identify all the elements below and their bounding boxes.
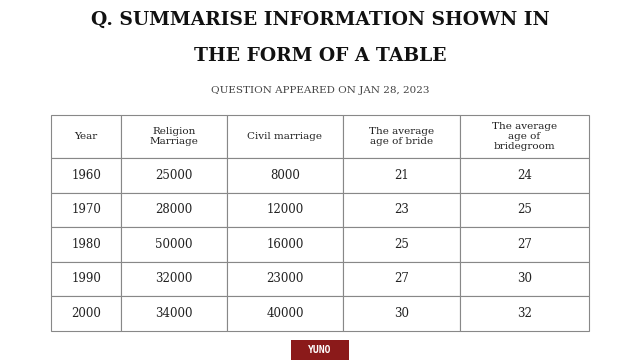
- Text: 1990: 1990: [71, 272, 101, 285]
- Text: 23: 23: [394, 203, 409, 216]
- Bar: [227, 158, 344, 193]
- Bar: [122, 296, 227, 330]
- Text: The average
age of
bridegroom: The average age of bridegroom: [492, 122, 557, 152]
- Bar: [460, 262, 589, 296]
- Text: Year: Year: [75, 132, 98, 141]
- Text: 24: 24: [517, 169, 532, 182]
- Bar: [344, 193, 460, 227]
- Text: The average
age of bride: The average age of bride: [369, 127, 435, 146]
- Bar: [51, 193, 122, 227]
- Text: 21: 21: [394, 169, 409, 182]
- Text: 25000: 25000: [156, 169, 193, 182]
- Bar: [344, 158, 460, 193]
- Text: 34000: 34000: [155, 307, 193, 320]
- Bar: [122, 158, 227, 193]
- Text: Religion
Marriage: Religion Marriage: [150, 127, 198, 146]
- Bar: [291, 341, 349, 360]
- Bar: [460, 115, 589, 158]
- Text: 2000: 2000: [71, 307, 101, 320]
- Text: 27: 27: [394, 272, 409, 285]
- Bar: [122, 193, 227, 227]
- Text: 1960: 1960: [71, 169, 101, 182]
- Bar: [51, 296, 122, 330]
- Text: THE FORM OF A TABLE: THE FORM OF A TABLE: [194, 47, 446, 65]
- Text: QUESTION APPEARED ON JAN 28, 2023: QUESTION APPEARED ON JAN 28, 2023: [211, 86, 429, 95]
- Bar: [51, 158, 122, 193]
- Text: 8000: 8000: [270, 169, 300, 182]
- Bar: [460, 193, 589, 227]
- Bar: [227, 227, 344, 262]
- Text: 12000: 12000: [266, 203, 303, 216]
- Bar: [344, 115, 460, 158]
- Text: 50000: 50000: [155, 238, 193, 251]
- Bar: [122, 115, 227, 158]
- Text: 25: 25: [394, 238, 409, 251]
- Text: 1980: 1980: [72, 238, 101, 251]
- Text: 16000: 16000: [266, 238, 303, 251]
- Bar: [51, 115, 122, 158]
- Bar: [460, 296, 589, 330]
- Bar: [227, 115, 344, 158]
- Bar: [344, 227, 460, 262]
- Text: 27: 27: [517, 238, 532, 251]
- Bar: [344, 262, 460, 296]
- Bar: [344, 296, 460, 330]
- Bar: [51, 227, 122, 262]
- Text: Q. SUMMARISE INFORMATION SHOWN IN: Q. SUMMARISE INFORMATION SHOWN IN: [91, 11, 549, 29]
- Text: 28000: 28000: [156, 203, 193, 216]
- Bar: [51, 262, 122, 296]
- Bar: [122, 262, 227, 296]
- Bar: [227, 296, 344, 330]
- Bar: [122, 227, 227, 262]
- Bar: [460, 227, 589, 262]
- Text: 30: 30: [517, 272, 532, 285]
- Text: Civil marriage: Civil marriage: [248, 132, 323, 141]
- Text: 25: 25: [517, 203, 532, 216]
- Text: YUNO: YUNO: [308, 345, 332, 355]
- Bar: [227, 193, 344, 227]
- Text: 32: 32: [517, 307, 532, 320]
- Text: 32000: 32000: [156, 272, 193, 285]
- Bar: [460, 158, 589, 193]
- Text: 40000: 40000: [266, 307, 304, 320]
- Bar: [227, 262, 344, 296]
- Text: 1970: 1970: [71, 203, 101, 216]
- Text: 30: 30: [394, 307, 410, 320]
- Text: 23000: 23000: [266, 272, 303, 285]
